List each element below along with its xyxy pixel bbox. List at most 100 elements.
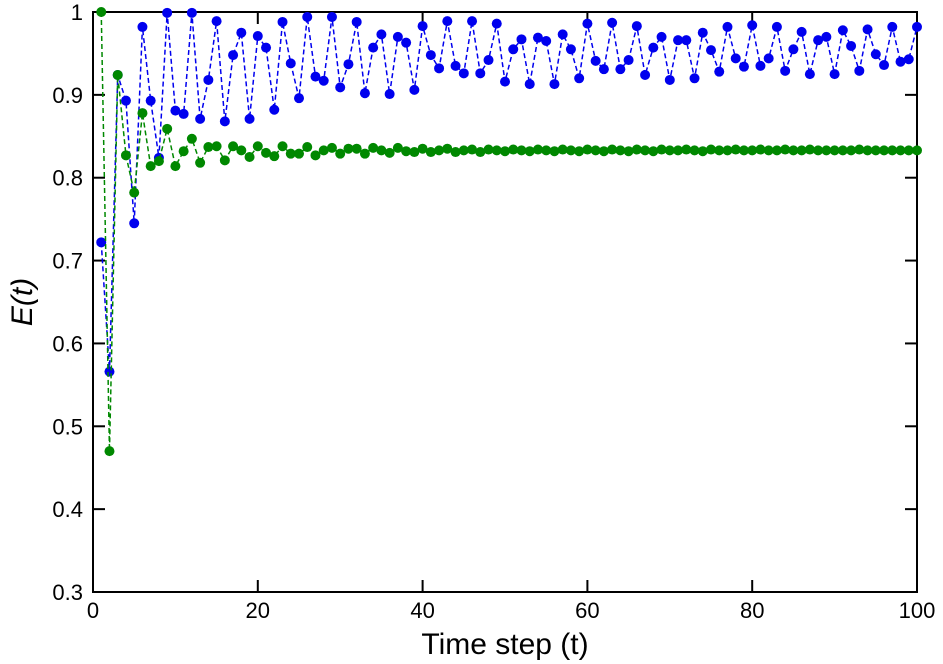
data-point (318, 75, 329, 86)
data-point (211, 141, 222, 152)
data-point (285, 148, 296, 159)
data-point (269, 151, 280, 162)
data-point (508, 44, 519, 55)
plot-frame (92, 11, 918, 593)
x-axis-label: Time step (t) (421, 628, 588, 661)
data-point (747, 20, 758, 31)
data-point (697, 27, 708, 38)
data-point (277, 141, 288, 152)
data-point (524, 79, 535, 90)
data-point (532, 144, 543, 155)
data-point (879, 145, 890, 156)
data-point (153, 156, 164, 167)
y-tick-label: 0.8 (52, 166, 83, 191)
data-point (755, 60, 766, 71)
data-point (219, 116, 230, 127)
data-point (771, 21, 782, 32)
data-point (755, 144, 766, 155)
data-point (648, 146, 659, 157)
data-point (837, 145, 848, 156)
data-point (500, 146, 510, 157)
data-point (244, 113, 255, 124)
data-point (261, 147, 272, 158)
data-point (565, 44, 576, 55)
data-point (392, 142, 403, 153)
data-point (598, 146, 609, 157)
data-point (763, 145, 774, 156)
data-point (532, 32, 543, 43)
data-point (425, 50, 436, 61)
data-point (771, 145, 782, 156)
data-point (796, 26, 807, 37)
data-point (631, 21, 642, 32)
y-tick-label: 0.5 (52, 414, 83, 439)
data-point (475, 147, 486, 158)
data-point (623, 146, 634, 157)
data-point (821, 31, 832, 42)
data-point (862, 145, 873, 156)
data-point (656, 31, 667, 42)
x-tick-label: 0 (87, 598, 99, 623)
data-point (277, 16, 288, 27)
data-point (689, 145, 700, 156)
data-point (631, 144, 642, 155)
data-point (302, 11, 313, 22)
data-point (434, 145, 445, 156)
data-point (623, 55, 634, 66)
data-point (541, 145, 552, 156)
data-point (903, 145, 914, 156)
data-point (887, 145, 898, 156)
data-point (450, 60, 461, 71)
data-point (607, 17, 618, 28)
data-point (302, 142, 313, 153)
data-point (813, 145, 824, 156)
data-point (326, 142, 337, 153)
data-point (145, 161, 156, 172)
data-point (475, 68, 486, 79)
data-point (252, 31, 263, 42)
data-point (434, 63, 445, 74)
data-point (335, 148, 346, 159)
data-point (590, 55, 601, 66)
data-point (590, 145, 601, 156)
data-point (129, 218, 140, 229)
data-point (178, 108, 189, 119)
data-point (763, 53, 774, 64)
data-point (368, 142, 379, 153)
data-point (854, 65, 865, 76)
data-point (516, 145, 527, 156)
data-point (137, 21, 148, 32)
data-point (722, 145, 733, 156)
data-point (664, 74, 675, 85)
data-point (549, 146, 560, 157)
data-point (442, 143, 453, 154)
data-point (401, 37, 412, 48)
data-point (170, 105, 181, 116)
data-point (673, 35, 684, 46)
data-point (582, 144, 593, 155)
data-point (747, 145, 758, 156)
data-point (162, 7, 173, 18)
data-point (467, 16, 478, 27)
data-point (203, 74, 214, 85)
data-point (310, 150, 321, 161)
data-point (541, 36, 552, 46)
data-point (887, 21, 898, 32)
x-tick-label: 100 (899, 598, 936, 623)
data-point (615, 145, 626, 156)
x-tick-label: 20 (246, 598, 270, 623)
data-point (219, 155, 230, 166)
data-point (450, 147, 461, 158)
y-tick-label: 0.9 (52, 83, 83, 108)
data-point (376, 29, 387, 40)
data-point (582, 18, 593, 29)
data-point (912, 21, 922, 32)
data-point (656, 144, 667, 155)
data-point (104, 446, 115, 457)
data-point (145, 95, 156, 106)
data-point (359, 148, 370, 159)
data-point (186, 133, 197, 144)
data-point (96, 237, 107, 248)
data-point (170, 161, 181, 172)
data-point (294, 148, 304, 159)
